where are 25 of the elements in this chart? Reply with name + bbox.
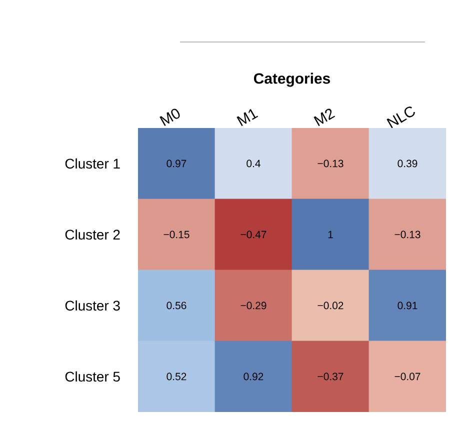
x-tick-label: M0 (160, 108, 180, 126)
data-label: 0.4 (246, 160, 260, 168)
data-label: 0.56 (166, 302, 186, 310)
data-label: −0.07 (394, 372, 420, 380)
data-label: 0.92 (244, 372, 264, 380)
y-tick-label: Cluster 3 (65, 300, 120, 311)
x-axis-title: Categories (254, 72, 330, 87)
data-label: −0.29 (240, 302, 266, 310)
data-label: −0.37 (318, 372, 344, 380)
data-label: −0.13 (318, 160, 344, 168)
y-tick-label: Cluster 1 (65, 158, 120, 169)
data-label: −0.02 (318, 302, 344, 310)
data-label: 0.52 (166, 372, 186, 380)
data-label: −0.47 (240, 230, 266, 238)
data-label: 0.39 (398, 160, 418, 168)
data-label: −0.13 (394, 230, 420, 238)
data-label: −0.15 (164, 230, 190, 238)
y-tick-label: Cluster 2 (65, 229, 120, 240)
data-label: 1 (328, 230, 333, 238)
x-tick-label: NLC (386, 106, 415, 128)
x-tick-label: M2 (314, 108, 336, 126)
x-tick-label: M1 (236, 109, 258, 126)
data-label: 0.91 (398, 302, 418, 310)
data-label: 0.97 (166, 160, 186, 168)
y-tick-label: Cluster 5 (65, 371, 120, 382)
